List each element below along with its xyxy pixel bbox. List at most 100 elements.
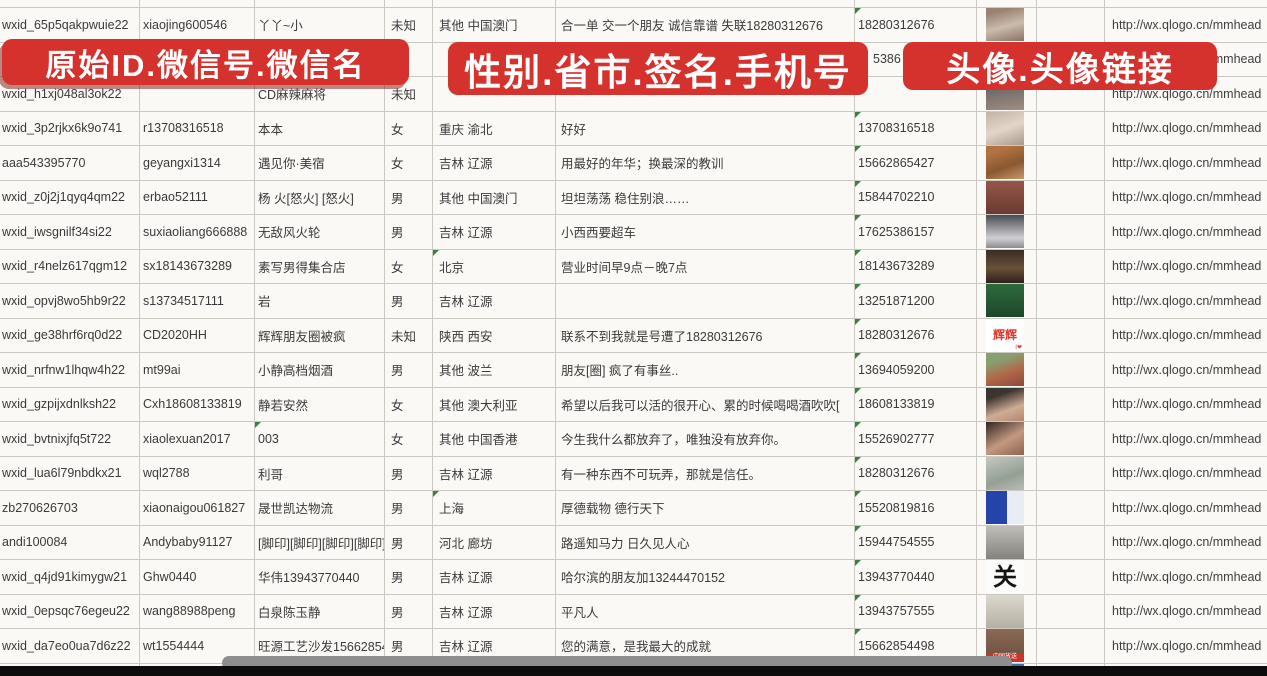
cell-spacer[interactable] <box>1037 180 1105 214</box>
cell-wechat-id[interactable]: xiaojing600546 <box>140 8 255 42</box>
cell-original-id[interactable] <box>0 0 140 7</box>
cell-phone[interactable] <box>855 0 977 7</box>
cell-region[interactable]: 陕西 西安 <box>433 318 556 352</box>
cell-wechat-name[interactable]: CD麻辣麻将 <box>255 77 385 111</box>
cell-avatar-link[interactable]: http://wx.qlogo.cn/mmhead <box>1105 215 1267 249</box>
cell-wechat-name[interactable]: 素写男得集合店 <box>255 249 385 283</box>
cell-region[interactable]: 吉林 辽源 <box>433 560 556 594</box>
cell-avatar[interactable] <box>977 0 1037 7</box>
cell-spacer[interactable] <box>1037 629 1105 663</box>
cell-avatar[interactable]: 辉辉 I❤ <box>977 318 1037 352</box>
cell-wechat-name[interactable]: 利哥 <box>255 456 385 490</box>
cell-region[interactable]: 重庆 渝北 <box>433 111 556 145</box>
cell-gender[interactable]: 男 <box>385 491 433 525</box>
cell-original-id[interactable]: wxid_0epsqc76egeu22 <box>0 594 140 628</box>
cell-signature[interactable]: 联系不到我就是号遭了18280312676 <box>556 318 855 352</box>
cell-gender[interactable]: 未知 <box>385 77 433 111</box>
cell-avatar-link[interactable]: http://wx.qlogo.cn/mmhead <box>1105 422 1267 456</box>
cell-spacer[interactable] <box>1037 422 1105 456</box>
cell-wechat-id[interactable] <box>140 77 255 111</box>
cell-wechat-name[interactable]: 白泉陈玉静 <box>255 594 385 628</box>
cell-signature[interactable]: 希望以后我可以活的很开心、累的时候喝喝酒吹吹[ <box>556 387 855 421</box>
cell-avatar[interactable] <box>977 594 1037 628</box>
cell-original-id[interactable]: wxid_q4jd91kimygw21 <box>0 560 140 594</box>
cell-wechat-name[interactable]: 岩 <box>255 284 385 318</box>
cell-avatar-link[interactable] <box>1105 0 1267 7</box>
cell-avatar-link[interactable]: http://wx.qlogo.cn/mmhead <box>1105 146 1267 180</box>
cell-signature[interactable]: 营业时间早9点－晚7点 <box>556 249 855 283</box>
cell-spacer[interactable] <box>1037 8 1105 42</box>
cell-region[interactable]: 吉林 辽源 <box>433 594 556 628</box>
cell-gender[interactable]: 女 <box>385 146 433 180</box>
cell-region[interactable]: 北京 <box>433 249 556 283</box>
cell-original-id[interactable]: wxid_nrfnw1lhqw4h22 <box>0 353 140 387</box>
cell-signature[interactable]: 路遥知马力 日久见人心 <box>556 525 855 559</box>
cell-phone[interactable]: 13694059200 <box>855 353 977 387</box>
cell-region[interactable]: 吉林 辽源 <box>433 456 556 490</box>
cell-original-id[interactable]: wxid_3p2rjkx6k9o741 <box>0 111 140 145</box>
cell-gender[interactable]: 女 <box>385 111 433 145</box>
cell-spacer[interactable] <box>1037 77 1105 111</box>
cell-signature[interactable]: 哈尔滨的朋友加13244470152 <box>556 560 855 594</box>
cell-avatar[interactable] <box>977 422 1037 456</box>
cell-original-id[interactable]: wxid_65p5qakpwuie22 <box>0 8 140 42</box>
cell-wechat-id[interactable]: suxiaoliang666888 <box>140 215 255 249</box>
cell-wechat-name[interactable]: 杨 火[怒火] [怒火] <box>255 180 385 214</box>
cell-gender[interactable] <box>385 42 433 76</box>
cell-region[interactable]: 其他 中国澳门 <box>433 8 556 42</box>
cell-spacer[interactable] <box>1037 146 1105 180</box>
cell-spacer[interactable] <box>1037 215 1105 249</box>
cell-avatar[interactable] <box>977 525 1037 559</box>
cell-avatar[interactable] <box>977 284 1037 318</box>
cell-spacer[interactable] <box>1037 594 1105 628</box>
cell-original-id[interactable]: wxid_r4nelz617qgm12 <box>0 249 140 283</box>
cell-signature[interactable]: 好好 <box>556 111 855 145</box>
cell-wechat-name[interactable]: 旺源工艺沙发15662854 <box>255 629 385 663</box>
cell-wechat-id[interactable]: xiaonaigou061827 <box>140 491 255 525</box>
cell-gender[interactable] <box>385 0 433 7</box>
cell-avatar[interactable] <box>977 111 1037 145</box>
cell-gender[interactable]: 未知 <box>385 8 433 42</box>
cell-gender[interactable]: 女 <box>385 249 433 283</box>
cell-original-id[interactable]: wxid_da7eo0ua7d6z22 <box>0 629 140 663</box>
cell-spacer[interactable] <box>1037 318 1105 352</box>
cell-original-id[interactable]: zb270626703 <box>0 491 140 525</box>
cell-signature[interactable]: 合一单 交一个朋友 诚信靠谱 失联18280312676 <box>556 8 855 42</box>
cell-region[interactable]: 其他 波兰 <box>433 353 556 387</box>
cell-wechat-name[interactable]: 003 <box>255 422 385 456</box>
cell-wechat-id[interactable]: wql2788 <box>140 456 255 490</box>
cell-avatar[interactable] <box>977 387 1037 421</box>
cell-spacer[interactable] <box>1037 560 1105 594</box>
cell-avatar-link[interactable]: http://wx.qlogo.cn/mmhead <box>1105 353 1267 387</box>
cell-wechat-id[interactable]: xiaolexuan2017 <box>140 422 255 456</box>
cell-wechat-id[interactable]: Ghw0440 <box>140 560 255 594</box>
cell-region[interactable]: 吉林 辽源 <box>433 146 556 180</box>
cell-signature[interactable] <box>556 284 855 318</box>
cell-gender[interactable]: 男 <box>385 525 433 559</box>
cell-avatar-link[interactable]: http://wx.qlogo.cn/mmhead <box>1105 8 1267 42</box>
cell-avatar-link[interactable]: http://wx.qlogo.cn/mmhead <box>1105 250 1267 284</box>
cell-original-id[interactable]: wxid_opvj8wo5hb9r22 <box>0 284 140 318</box>
cell-wechat-id[interactable]: mt99ai <box>140 353 255 387</box>
cell-gender[interactable]: 未知 <box>385 318 433 352</box>
cell-wechat-name[interactable]: 遇见你·美宿 <box>255 146 385 180</box>
cell-spacer[interactable] <box>1037 456 1105 490</box>
cell-phone[interactable]: 15944754555 <box>855 525 977 559</box>
cell-region[interactable]: 其他 中国澳门 <box>433 180 556 214</box>
cell-avatar[interactable] <box>977 8 1037 42</box>
cell-signature[interactable]: 有一种东西不可玩弄，那就是信任。 <box>556 456 855 490</box>
cell-gender[interactable]: 男 <box>385 215 433 249</box>
cell-gender[interactable]: 男 <box>385 456 433 490</box>
cell-region[interactable] <box>433 0 556 7</box>
cell-avatar[interactable]: 关 <box>977 560 1037 594</box>
cell-gender[interactable]: 男 <box>385 629 433 663</box>
cell-wechat-name[interactable]: 华伟13943770440 <box>255 560 385 594</box>
cell-wechat-id[interactable]: CD2020HH <box>140 318 255 352</box>
cell-signature[interactable] <box>556 0 855 7</box>
cell-avatar[interactable] <box>977 456 1037 490</box>
cell-gender[interactable]: 男 <box>385 594 433 628</box>
cell-wechat-id[interactable]: r13708316518 <box>140 111 255 145</box>
cell-signature[interactable]: 朋友[圈] 疯了有事丝.. <box>556 353 855 387</box>
cell-gender[interactable]: 女 <box>385 422 433 456</box>
cell-signature[interactable]: 您的满意，是我最大的成就 <box>556 629 855 663</box>
